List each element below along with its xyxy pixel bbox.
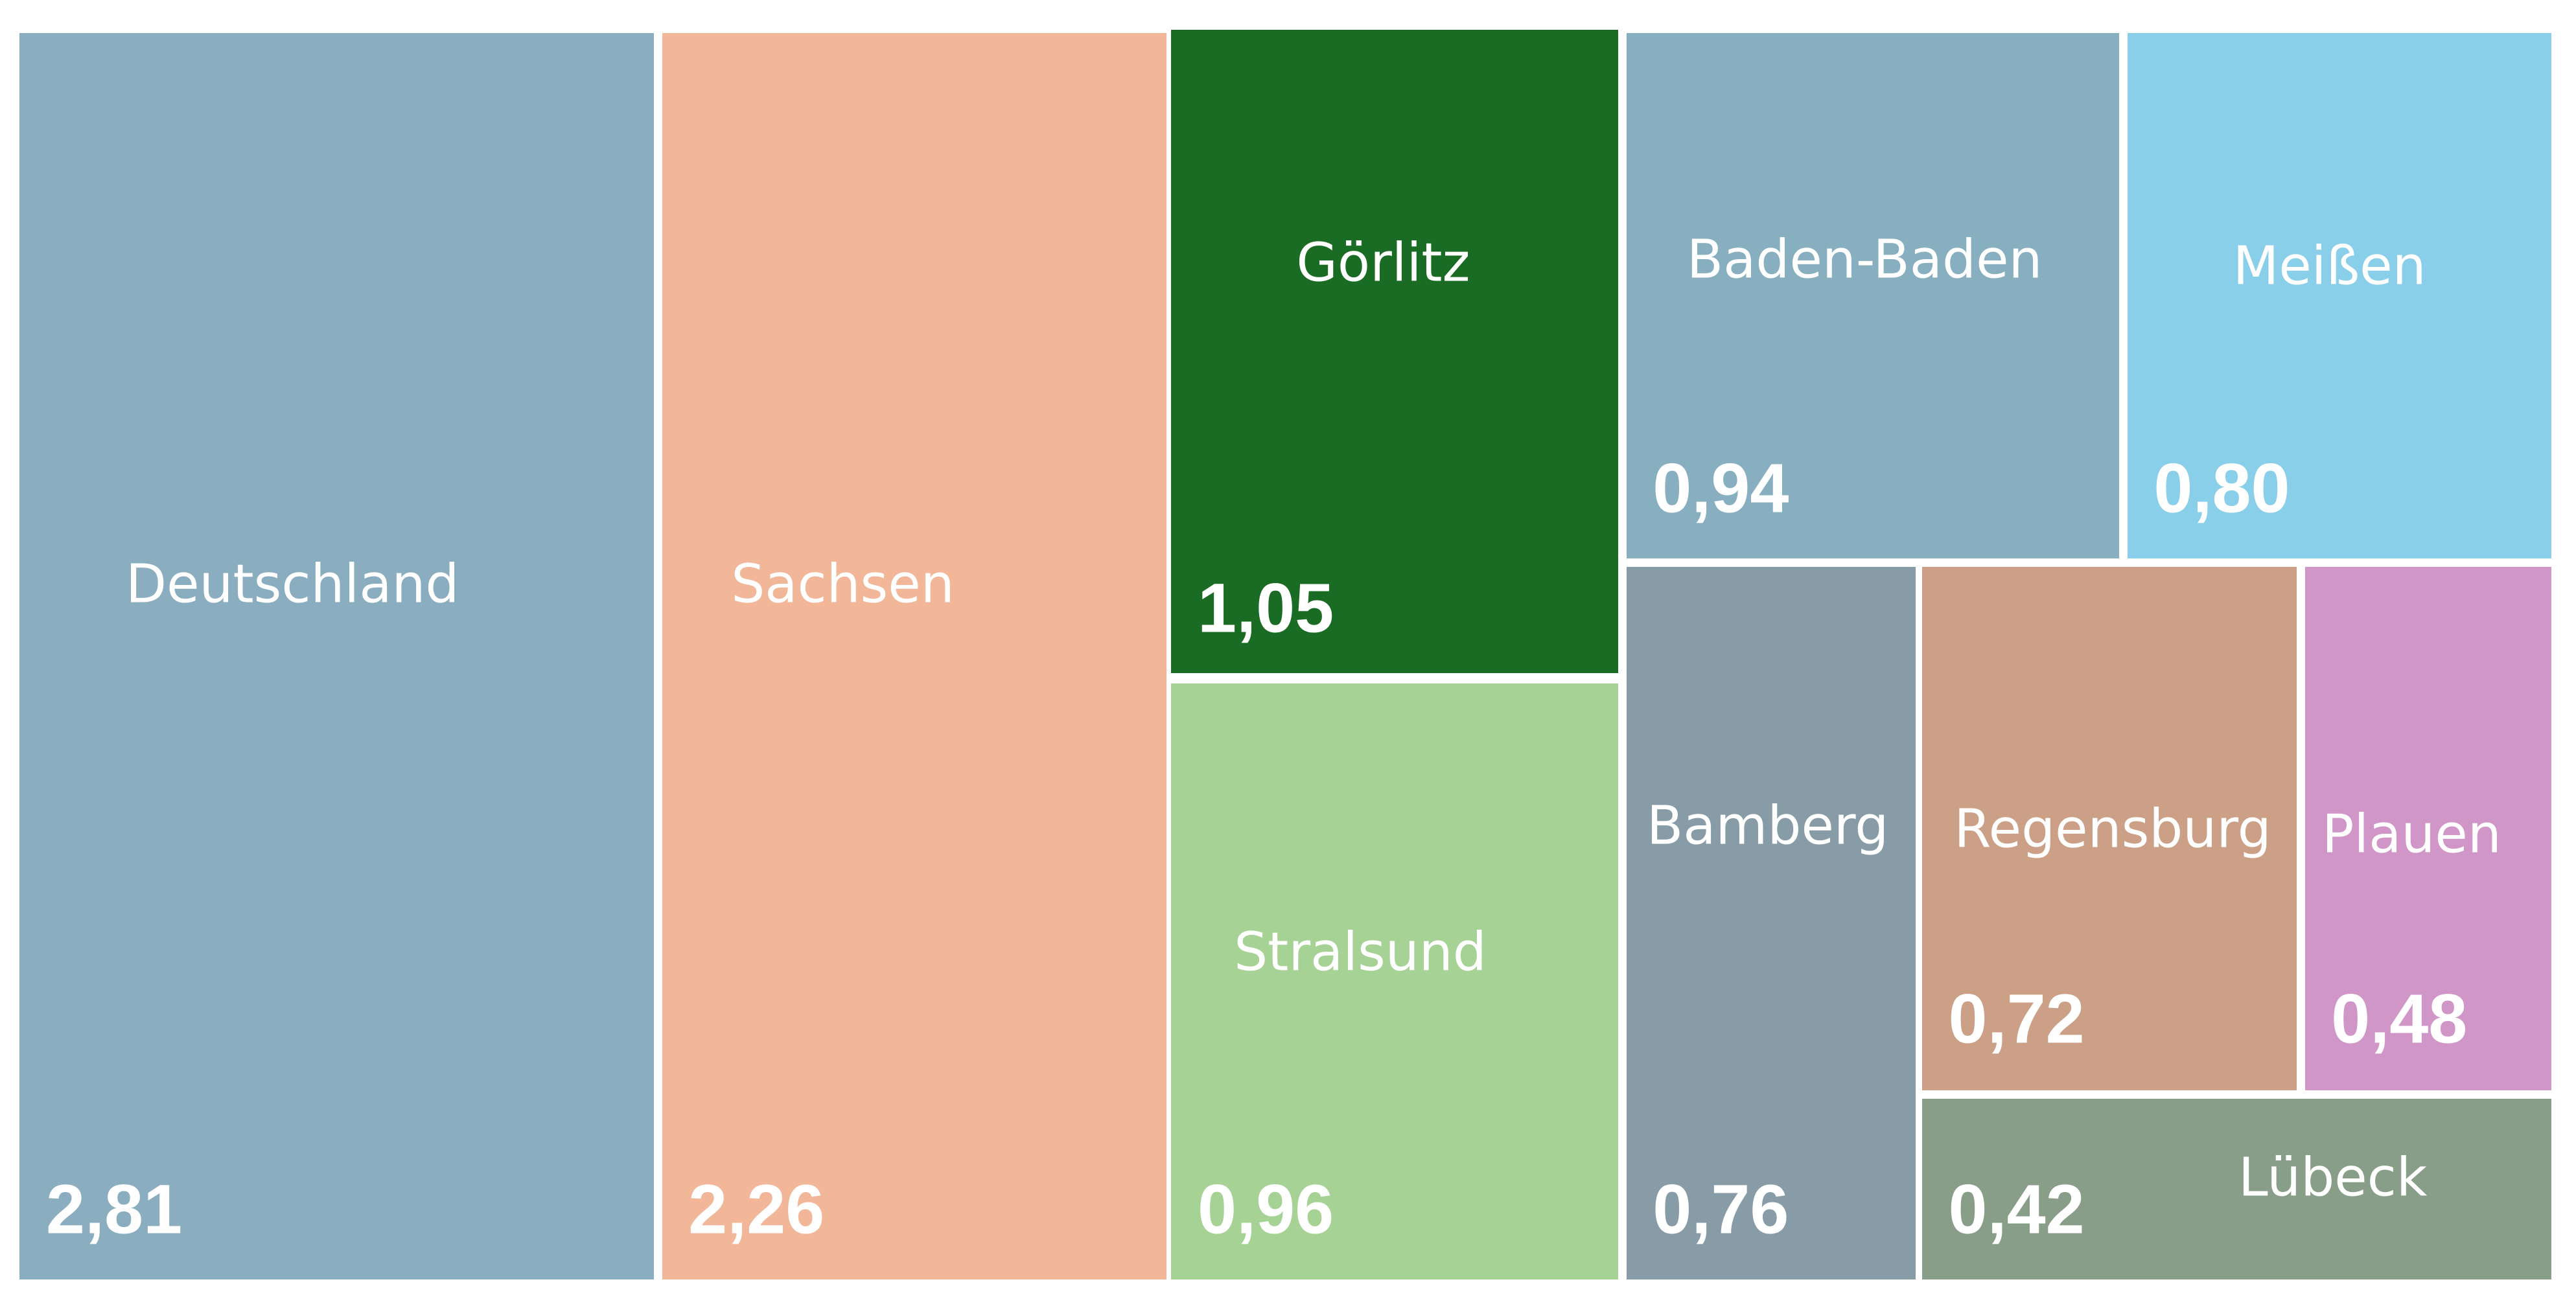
tile-value: 1,05 xyxy=(1198,568,1334,647)
tile-label: Regensburg xyxy=(1954,798,2271,860)
tile-value: 0,96 xyxy=(1198,1169,1334,1248)
tile-label: Plauen xyxy=(2321,803,2501,866)
tile-sachsen xyxy=(662,32,1166,1279)
tile-label: Baden-Baden xyxy=(1686,229,2043,291)
tile-label: Stralsund xyxy=(1234,921,1487,983)
tile-value: 0,42 xyxy=(1948,1169,2085,1248)
tile-label: Deutschland xyxy=(125,553,459,615)
tile-value: 0,94 xyxy=(1653,448,1789,527)
tile-value: 2,81 xyxy=(45,1169,183,1248)
tile-label: Bamberg xyxy=(1647,795,1889,857)
tile-label: Sachsen xyxy=(731,553,955,615)
tile-label: Görlitz xyxy=(1296,232,1470,294)
tile-mei-en xyxy=(2127,32,2551,558)
tile-stralsund xyxy=(1171,683,1618,1279)
tile-bamberg xyxy=(1626,566,1916,1279)
tile-baden-baden xyxy=(1626,32,2120,558)
tile-value: 0,72 xyxy=(1948,979,2085,1058)
tile-g-rlitz xyxy=(1171,29,1618,674)
tile-value: 2,26 xyxy=(688,1169,825,1248)
tile-label: Meißen xyxy=(2233,235,2426,297)
tile-l-beck xyxy=(1921,1098,2551,1279)
tile-deutschland xyxy=(19,32,654,1279)
tile-value: 0,48 xyxy=(2331,979,2468,1058)
tile-label: Lübeck xyxy=(2238,1147,2428,1209)
tile-regensburg xyxy=(1921,566,2297,1091)
tile-plauen xyxy=(2304,566,2551,1091)
tile-value: 0,80 xyxy=(2153,448,2290,527)
tile-value: 0,76 xyxy=(1653,1169,1789,1248)
